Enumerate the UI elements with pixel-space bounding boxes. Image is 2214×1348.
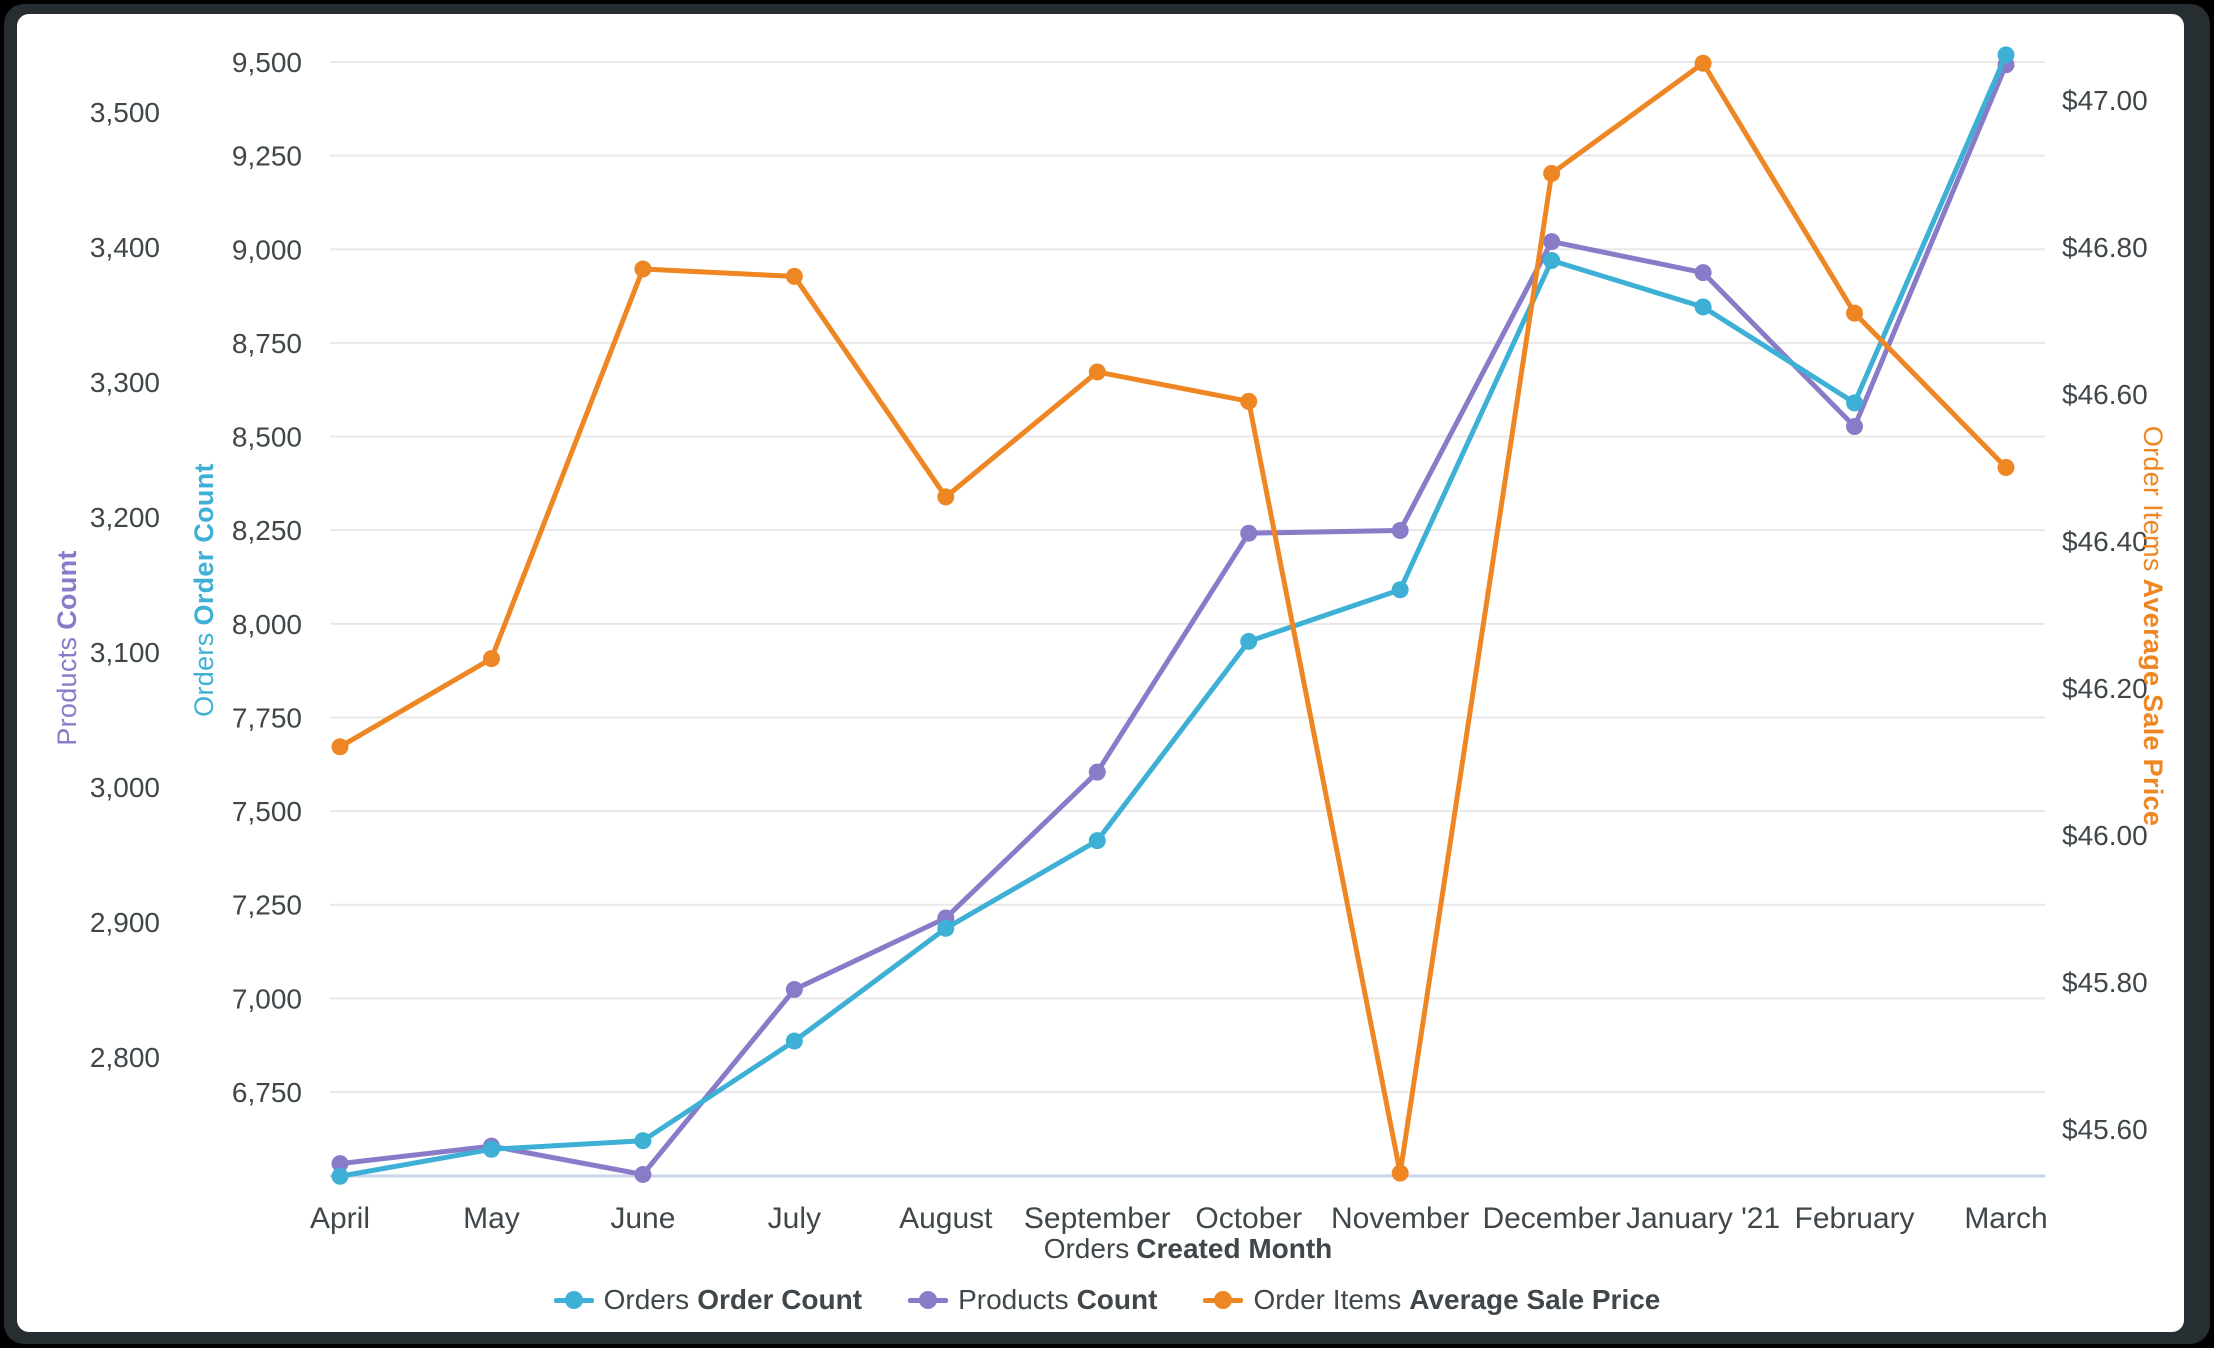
y-tick-products: 2,900 [90,907,160,938]
data-point-products[interactable] [1846,418,1864,436]
legend-item-products[interactable]: Products Count [908,1284,1157,1316]
data-point-products[interactable] [785,981,803,998]
data-point-orders[interactable] [1543,252,1561,270]
x-tick-label: April [310,1202,370,1235]
data-point-price[interactable] [1391,1164,1409,1182]
line-point-marker-icon [1203,1291,1244,1309]
y-tick-orders: 8,750 [232,328,302,359]
x-tick-label: March [1964,1202,2047,1235]
y-tick-products: 3,500 [90,97,160,128]
y-tick-orders: 6,750 [232,1077,302,1108]
y-tick-orders: 9,250 [232,141,302,172]
x-tick-label: January '21 [1626,1202,1780,1235]
x-axis-title: Orders Created Month [1044,1233,1333,1264]
data-point-orders[interactable] [1846,394,1864,412]
x-tick-label: May [463,1202,520,1235]
y-tick-orders: 8,000 [232,609,302,640]
x-tick-label: October [1195,1202,1302,1235]
data-point-orders[interactable] [937,919,955,937]
data-point-orders[interactable] [1391,581,1409,599]
data-point-price[interactable] [785,267,803,285]
y-axis-title-price: Order ItemsAverage Sale Price [2138,426,2168,826]
series-line-products[interactable] [337,62,2009,1177]
series-layer [331,46,2015,1185]
data-point-price[interactable] [1088,363,1106,381]
data-point-orders[interactable] [785,1032,803,1050]
y-axis-title-products: ProductsCount [52,550,82,745]
y-tick-orders: 7,500 [232,796,302,827]
data-point-orders[interactable] [634,1132,652,1150]
y-tick-orders: 8,250 [232,515,302,546]
data-point-products[interactable] [1694,264,1712,282]
x-tick-label: December [1482,1202,1620,1235]
data-point-price[interactable] [937,488,955,506]
series-line-price[interactable] [337,60,2009,1176]
x-tick-label: September [1024,1202,1171,1235]
data-point-orders[interactable] [1997,46,2015,64]
data-point-price[interactable] [482,650,500,668]
x-tick-label: November [1331,1202,1469,1235]
data-point-price[interactable] [1997,459,2015,476]
y-tick-products: 2,800 [90,1042,160,1073]
y-tick-products: 3,100 [90,637,160,668]
x-tick-label: July [768,1202,821,1235]
y-tick-price: $45.80 [2062,967,2148,998]
y-tick-price: $46.80 [2062,232,2148,263]
line-point-marker-icon [908,1291,949,1309]
data-point-products[interactable] [1088,763,1106,781]
x-tick-label: February [1795,1202,1915,1235]
y-tick-orders: 8,500 [232,422,302,453]
y-tick-orders: 9,500 [232,47,302,78]
data-point-products[interactable] [634,1165,652,1183]
y-tick-products: 3,300 [90,367,160,398]
y-tick-price: $45.60 [2062,1114,2148,1145]
data-point-price[interactable] [634,260,652,278]
y-tick-orders: 7,250 [232,890,302,921]
y-tick-orders: 9,000 [232,234,302,265]
y-tick-products: 3,200 [90,502,160,533]
data-point-products[interactable] [1240,524,1258,542]
data-point-orders[interactable] [1240,632,1258,650]
data-point-orders[interactable] [1088,832,1106,850]
data-point-orders[interactable] [331,1167,349,1185]
y-tick-products: 3,000 [90,772,160,803]
x-tick-label: August [899,1202,993,1235]
legend-label: Order Items Average Sale Price [1253,1284,1661,1315]
data-point-price[interactable] [331,738,349,756]
data-point-orders[interactable] [482,1140,500,1158]
data-point-price[interactable] [1240,392,1258,410]
legend-label: Products Count [958,1284,1158,1315]
chart-legend: Orders Order Count Products Count Order It… [0,1284,2214,1316]
series-line-orders[interactable] [337,52,2009,1179]
y-tick-price: $46.60 [2062,379,2148,410]
data-point-price[interactable] [1846,304,1864,322]
data-point-price[interactable] [1694,54,1712,72]
y-tick-orders: 7,000 [232,983,302,1014]
legend-label: Orders Order Count [603,1284,863,1315]
data-point-products[interactable] [331,1155,349,1173]
y-tick-price: $46.40 [2062,526,2148,557]
y-tick-price: $47.00 [2062,85,2148,116]
tick-layer: 2,800 2,900 3,000 3,100 3,200 3,300 3,400 3,500… [90,47,2148,1235]
y-tick-price: $46.20 [2062,673,2148,704]
data-point-products[interactable] [1543,233,1561,251]
data-point-products[interactable] [1391,522,1409,539]
chart-card [17,14,2184,1332]
y-axis-title-orders: OrdersOrder Count [189,463,219,717]
line-point-marker-icon [553,1291,594,1309]
data-point-orders[interactable] [1694,298,1712,316]
x-tick-label: June [610,1202,675,1235]
data-point-price[interactable] [1543,165,1561,182]
y-tick-orders: 7,750 [232,702,302,733]
legend-item-orders[interactable]: Orders Order Count [553,1284,863,1316]
y-tick-products: 3,400 [90,232,160,263]
grid-layer [330,61,2045,1178]
legend-item-price[interactable]: Order Items Average Sale Price [1203,1284,1660,1316]
y-tick-price: $46.00 [2062,820,2148,851]
